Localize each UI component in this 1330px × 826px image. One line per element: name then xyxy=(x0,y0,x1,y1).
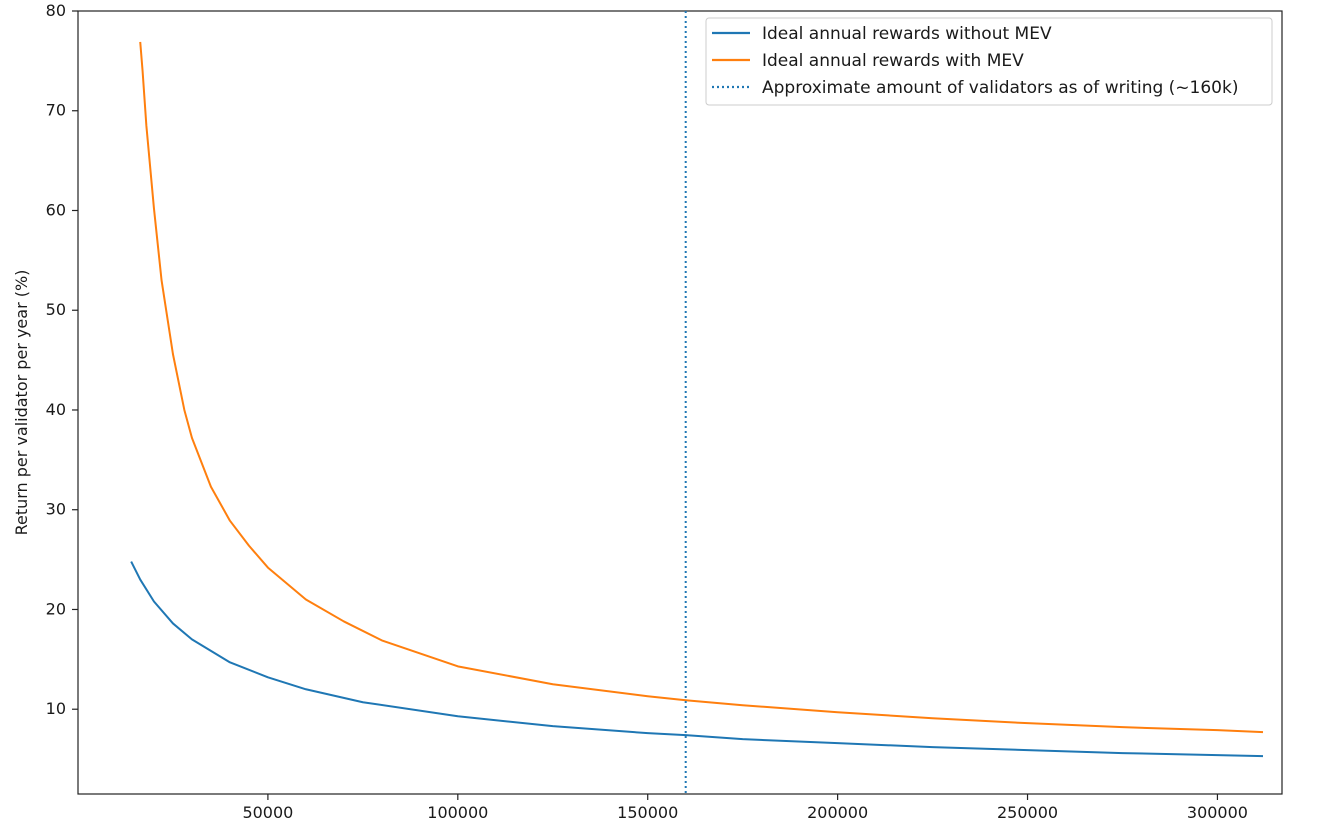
plot-area xyxy=(77,10,1283,795)
y-tick-label: 20 xyxy=(46,599,66,618)
x-tick-label: 100000 xyxy=(427,803,488,822)
legend-entry-label: Approximate amount of validators as of w… xyxy=(762,78,1238,98)
legend: Ideal annual rewards without MEV Ideal an… xyxy=(705,17,1273,106)
plot-frame xyxy=(77,10,1283,795)
x-tick-label: 200000 xyxy=(807,803,868,822)
y-tick-label: 10 xyxy=(46,699,66,718)
y-tick-label: 30 xyxy=(46,500,66,519)
x-tick-label: 250000 xyxy=(997,803,1058,822)
y-tick-label: 80 xyxy=(46,1,66,20)
y-tick-label: 70 xyxy=(46,101,66,120)
x-axis: 50000 100000 150000 200000 250000 300000 xyxy=(242,794,1248,822)
y-tick-label: 50 xyxy=(46,300,66,319)
x-tick-label: 50000 xyxy=(242,803,293,822)
series-line-0 xyxy=(130,561,1264,758)
y-axis: 10 20 30 40 50 60 70 80 xyxy=(46,1,78,718)
series-layer xyxy=(130,11,1264,794)
series-line-1 xyxy=(139,41,1264,734)
y-tick-label: 40 xyxy=(46,400,66,419)
legend-box xyxy=(705,17,1273,106)
y-axis-label: Return per validator per year (%) xyxy=(12,270,31,536)
legend-entry-label: Ideal annual rewards with MEV xyxy=(762,51,1024,71)
legend-entry-label: Ideal annual rewards without MEV xyxy=(762,24,1052,44)
x-tick-label: 300000 xyxy=(1187,803,1248,822)
x-tick-label: 150000 xyxy=(617,803,678,822)
y-tick-label: 60 xyxy=(46,200,66,219)
